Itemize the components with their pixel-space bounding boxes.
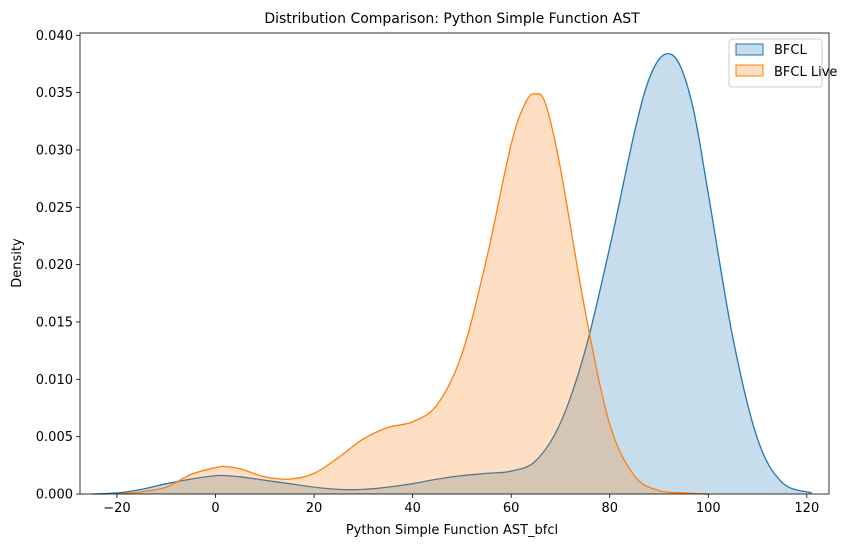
x-tick-label: 60: [503, 501, 520, 516]
series-area-0: [92, 53, 812, 495]
y-tick-label: 0.025: [36, 201, 73, 216]
x-ticks: −20 0 20 40 60 80 100 120: [103, 494, 819, 516]
legend-swatch-bfcl: [735, 43, 764, 56]
x-tick-label: −20: [103, 501, 130, 516]
x-tick-label: 100: [696, 501, 721, 516]
legend-box: [728, 38, 823, 88]
y-ticks: 0.000 0.005 0.010 0.015 0.020 0.025 0.030 0.035…: [36, 29, 80, 503]
legend-label-bfcl-live: BFCL Live: [774, 65, 837, 80]
plot-frame: [79, 32, 830, 495]
x-tick-label: 0: [211, 501, 219, 516]
y-tick-label: 0.020: [36, 258, 73, 273]
y-tick-label: 0.030: [36, 143, 73, 158]
series-layer: [92, 52, 812, 495]
legend: BFCL BFCL Live: [728, 38, 837, 88]
y-axis-label: Density: [10, 238, 25, 288]
chart-title: Distribution Comparison: Python Simple F…: [264, 11, 640, 27]
series-line-1: [116, 93, 709, 495]
y-tick-label: 0.035: [36, 86, 73, 101]
x-axis-label: Python Simple Function AST_bfcl: [346, 523, 558, 538]
y-tick-label: 0.040: [36, 29, 73, 44]
x-tick-label: 20: [306, 501, 323, 516]
x-tick-label: 120: [794, 501, 819, 516]
series-area-1: [116, 93, 709, 494]
series-line-0: [92, 52, 812, 495]
y-tick-label: 0.010: [36, 373, 73, 388]
y-tick-label: 0.015: [36, 315, 73, 330]
y-tick-label: 0.005: [36, 430, 73, 445]
y-tick-label: 0.000: [36, 488, 73, 503]
legend-swatch-bfcl-live: [735, 64, 764, 77]
legend-label-bfcl: BFCL: [774, 43, 807, 58]
x-tick-label: 80: [601, 501, 618, 516]
x-tick-label: 40: [404, 501, 421, 516]
